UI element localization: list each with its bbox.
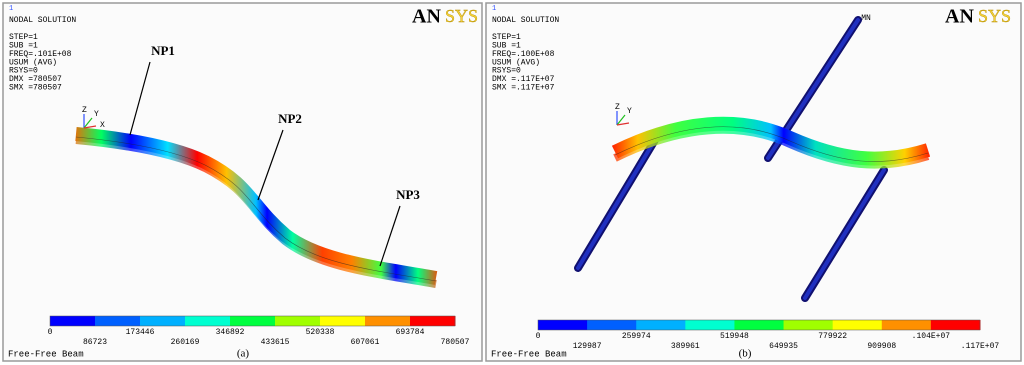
legend-label: 259974	[622, 332, 651, 341]
legend-swatch	[587, 320, 637, 330]
triad-label: Z	[615, 103, 620, 112]
legend-swatch	[410, 316, 456, 326]
legend-label: 173446	[126, 328, 155, 337]
plot-header: NODAL SOLUTION	[9, 16, 76, 25]
legend-swatch	[784, 320, 834, 330]
legend-label: 780507	[441, 338, 470, 347]
logo-an: AN	[945, 6, 974, 28]
legend-label: 129987	[573, 342, 602, 351]
legend-swatch	[685, 320, 735, 330]
legend-swatch	[95, 316, 141, 326]
legend-swatch	[320, 316, 366, 326]
legend-swatch	[185, 316, 231, 326]
triad-label: Y	[94, 110, 99, 119]
legend-swatch	[275, 316, 321, 326]
legend-swatch	[636, 320, 686, 330]
triad-label: X	[100, 121, 105, 130]
window-index: 1	[492, 5, 496, 13]
legend-label: 433615	[261, 338, 290, 347]
window-index: 1	[9, 5, 13, 13]
legend-label: 389961	[671, 342, 700, 351]
legend-label: 519948	[720, 332, 749, 341]
legend-label: 86723	[83, 338, 107, 347]
footer-title: Free-Free Beam	[491, 349, 567, 359]
page: 1NODAL SOLUTIONSTEP=1SUB =1FREQ=.101E+08…	[0, 0, 1024, 365]
plot-header: NODAL SOLUTION	[492, 16, 559, 25]
legend-swatch	[833, 320, 883, 330]
panel-caption: (a)	[237, 348, 250, 360]
legend-swatch	[365, 316, 411, 326]
triad-label: Y	[627, 107, 632, 116]
legend-label: .104E+07	[912, 332, 951, 341]
node-label: MN	[861, 14, 871, 23]
legend-label: 693784	[396, 328, 425, 337]
logo-sys: SYS	[445, 6, 478, 26]
legend-label: 346892	[216, 328, 245, 337]
panel-caption: (b)	[739, 348, 752, 360]
footer-title: Free-Free Beam	[8, 349, 84, 359]
legend-label: 260169	[171, 338, 200, 347]
legend-label: 520338	[306, 328, 335, 337]
legend-label: 909908	[867, 342, 896, 351]
legend-swatch	[538, 320, 588, 330]
legend-swatch	[50, 316, 96, 326]
logo-an: AN	[412, 6, 441, 28]
legend-label: .117E+07	[961, 342, 1000, 351]
plot-info: SMX =.117E+07	[492, 84, 555, 93]
node-label: NP1	[151, 43, 175, 58]
legend-label: 607061	[351, 338, 380, 347]
node-label: NP3	[396, 187, 420, 202]
legend-swatch	[230, 316, 276, 326]
legend-label: 649935	[769, 342, 798, 351]
legend-swatch	[140, 316, 186, 326]
node-label: NP2	[278, 111, 302, 126]
legend-swatch	[931, 320, 981, 330]
triad-label: Z	[82, 106, 87, 115]
panel-frame	[486, 3, 1021, 361]
plot-info: SMX =780507	[9, 84, 62, 93]
figure: 1NODAL SOLUTIONSTEP=1SUB =1FREQ=.101E+08…	[0, 0, 1024, 365]
legend-swatch	[734, 320, 784, 330]
legend-label: 0	[536, 332, 541, 341]
legend-swatch	[882, 320, 932, 330]
legend-label: 779922	[818, 332, 847, 341]
logo-sys: SYS	[978, 6, 1011, 26]
legend-label: 0	[48, 328, 53, 337]
